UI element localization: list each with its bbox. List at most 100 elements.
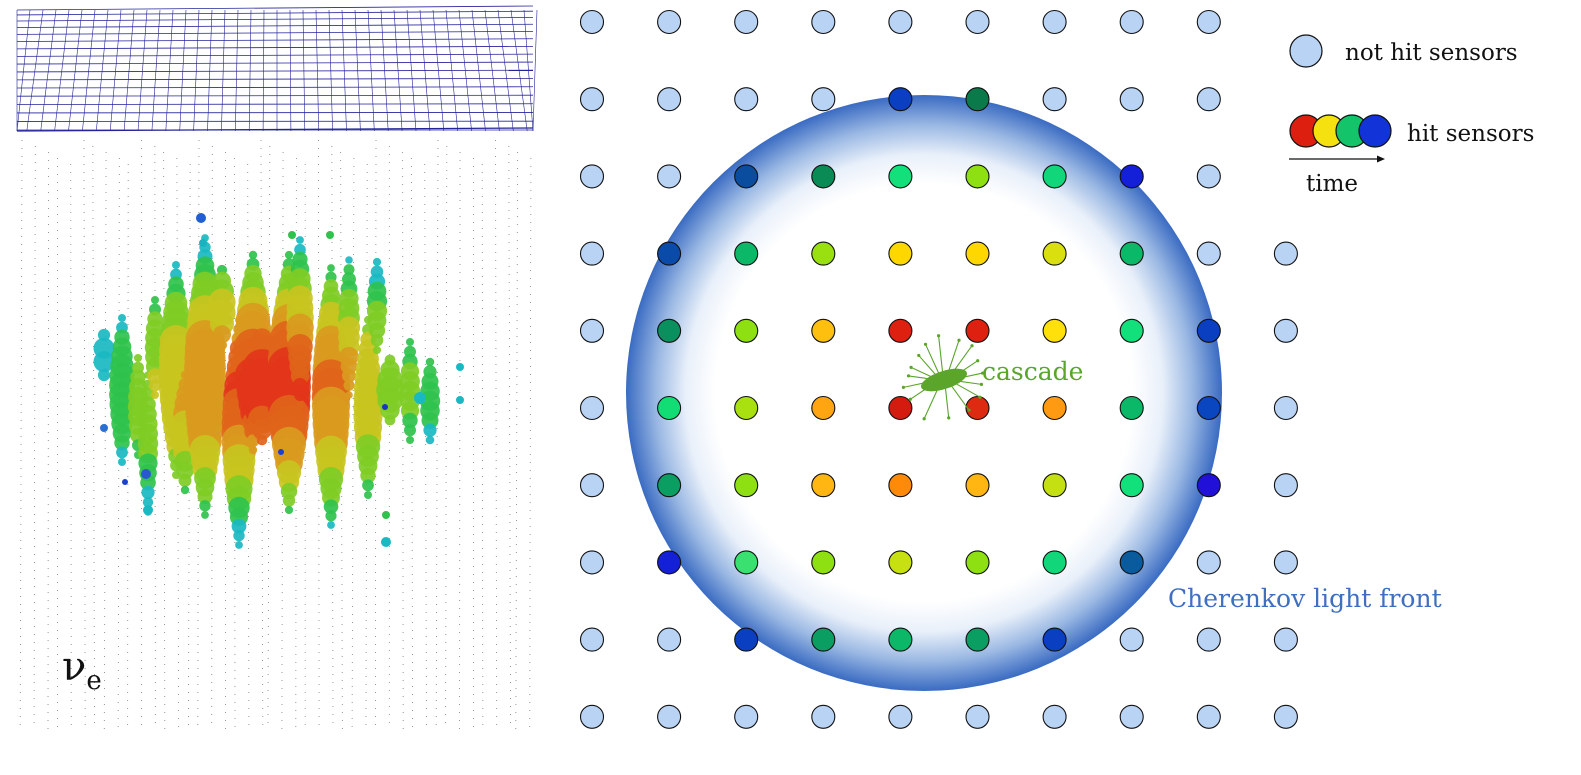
hit-sensor <box>1196 318 1221 343</box>
not-hit-sensor <box>1042 87 1067 112</box>
not-hit-sensor <box>734 9 759 35</box>
hit-sensor <box>1042 473 1067 498</box>
hit-sensor <box>1119 318 1144 343</box>
hit-sensor <box>811 164 836 189</box>
hit-sensor <box>734 473 759 498</box>
not-hit-sensor <box>657 627 682 652</box>
not-hit-sensor <box>579 627 605 652</box>
hit-sensor <box>888 87 913 112</box>
not-hit-sensor <box>1273 704 1298 729</box>
not-hit-sensor <box>1119 9 1144 35</box>
hit-sensor <box>657 318 682 343</box>
hit-sensor <box>888 241 913 266</box>
not-hit-sensor <box>1196 9 1221 35</box>
not-hit-sensor <box>811 9 836 35</box>
hit-sensor <box>657 473 682 498</box>
legend-not-hit-swatch <box>1289 34 1323 68</box>
not-hit-sensor <box>657 704 682 729</box>
hit-sensor <box>965 550 990 575</box>
particle-symbol: ν <box>62 644 86 690</box>
hit-sensor <box>1042 395 1067 421</box>
hit-sensor <box>888 473 913 498</box>
hit-sensor <box>1042 164 1067 189</box>
hit-sensor <box>734 241 759 266</box>
not-hit-sensor <box>657 9 682 35</box>
not-hit-sensor <box>579 9 605 35</box>
hit-sensor <box>657 550 682 575</box>
particle-subscript: e <box>86 666 101 696</box>
hit-sensor <box>811 241 836 266</box>
not-hit-sensor <box>1273 318 1298 343</box>
event-display-panel: νe <box>16 5 538 731</box>
hit-sensor <box>1119 550 1144 575</box>
not-hit-sensor <box>579 241 605 266</box>
not-hit-sensor <box>1042 9 1067 35</box>
hit-sensor <box>1042 550 1067 575</box>
not-hit-sensor <box>657 87 682 112</box>
hit-sensor <box>734 627 759 652</box>
cherenkov-light-front <box>626 95 1222 691</box>
not-hit-sensor <box>579 395 605 421</box>
hit-sensor <box>734 395 759 421</box>
not-hit-sensor <box>1196 550 1221 575</box>
hit-sensor <box>811 550 836 575</box>
not-hit-sensor <box>811 87 836 112</box>
not-hit-sensor <box>888 704 913 729</box>
hit-sensor <box>734 550 759 575</box>
hit-sensor <box>1196 473 1221 498</box>
hit-sensor <box>1042 627 1067 652</box>
not-hit-sensor <box>734 87 759 112</box>
not-hit-sensor <box>1119 627 1144 652</box>
not-hit-sensor <box>1273 395 1298 421</box>
hit-sensor <box>657 395 682 421</box>
not-hit-sensor <box>1273 550 1298 575</box>
not-hit-sensor <box>1196 87 1221 112</box>
legend-time-label: time <box>1306 171 1358 197</box>
not-hit-sensor <box>657 164 682 189</box>
cherenkov-front-label: Cherenkov light front <box>1168 584 1442 613</box>
particle-label: νe <box>62 644 102 696</box>
time-arrow-head <box>1377 155 1385 163</box>
hit-sensor <box>965 395 990 421</box>
hit-sensor <box>811 473 836 498</box>
legend-not-hit-label: not hit sensors <box>1345 40 1518 66</box>
hit-sensor <box>888 164 913 189</box>
hit-sensor <box>734 164 759 189</box>
hit-sensor <box>888 627 913 652</box>
hit-sensor <box>1119 164 1144 189</box>
not-hit-sensor <box>579 550 605 575</box>
legend-hit-label: hit sensors <box>1407 121 1534 147</box>
not-hit-sensor <box>579 318 605 343</box>
not-hit-sensor <box>1196 704 1221 729</box>
not-hit-sensor <box>579 164 605 189</box>
not-hit-sensor <box>811 704 836 729</box>
hit-sensor <box>965 87 990 112</box>
legend-hit-swatch <box>1358 114 1392 148</box>
sensor-grid <box>579 9 1298 729</box>
not-hit-sensor <box>1196 164 1221 189</box>
not-hit-sensor <box>1273 473 1298 498</box>
hit-sensor <box>734 318 759 343</box>
cascade-schematic-panel: cascade Cherenkov light front <box>579 9 1442 729</box>
hit-sensor <box>965 627 990 652</box>
cascade-label: cascade <box>982 357 1083 386</box>
not-hit-sensor <box>579 473 605 498</box>
hit-sensor <box>965 241 990 266</box>
detector-surface-mesh <box>16 5 538 132</box>
hit-sensor <box>1119 241 1144 266</box>
cascade-icon <box>901 334 985 421</box>
hit-sensor <box>1042 241 1067 266</box>
hit-sensor <box>1119 395 1144 421</box>
not-hit-sensor <box>1119 87 1144 112</box>
not-hit-sensor <box>965 704 990 729</box>
not-hit-sensor <box>579 704 605 729</box>
hit-sensor <box>1042 318 1067 343</box>
hit-sensor <box>965 473 990 498</box>
hit-sensor <box>811 318 836 343</box>
hit-sensor <box>965 164 990 189</box>
hit-sensor <box>811 395 836 421</box>
hit-sensor <box>811 627 836 652</box>
hit-sensor <box>1196 395 1221 421</box>
hit-sensor <box>888 395 913 421</box>
